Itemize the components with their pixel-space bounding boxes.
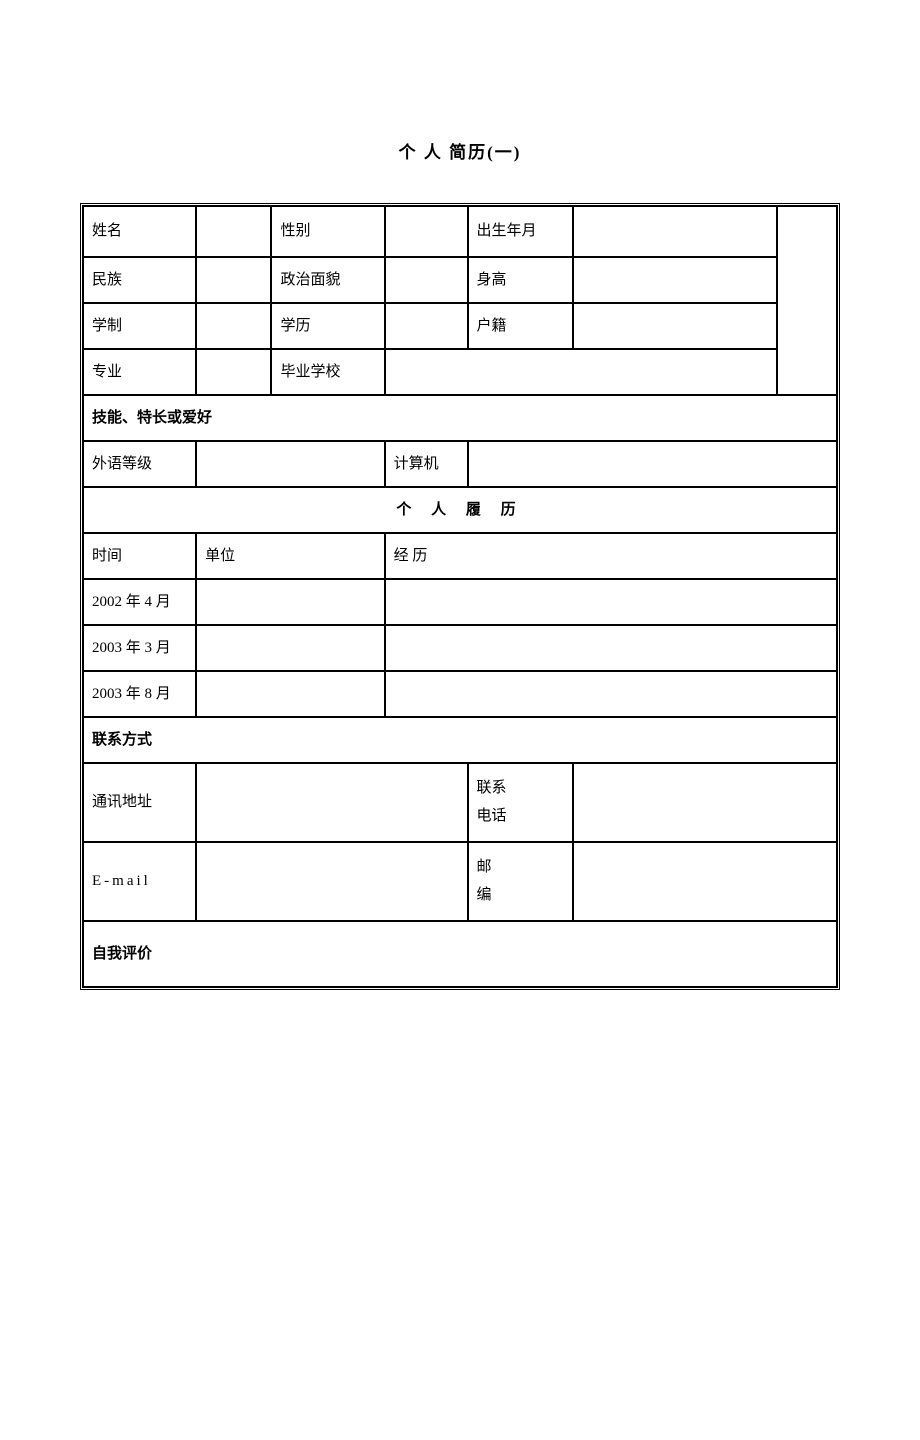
- label-zip: 邮编: [468, 842, 574, 921]
- row-contact-2: E-mail 邮编: [83, 842, 837, 921]
- value-zip: [573, 842, 837, 921]
- history-1-unit: [196, 579, 384, 625]
- value-birth: [573, 206, 777, 257]
- resume-table: 姓名 性别 出生年月 民族 政治面貌 身高 学制 学历 户籍 专业 毕业学校 技…: [80, 203, 840, 990]
- col-time: 时间: [83, 533, 196, 579]
- history-3-time: 2003 年 8 月: [83, 671, 196, 717]
- label-address: 通讯地址: [83, 763, 196, 842]
- history-2-time: 2003 年 3 月: [83, 625, 196, 671]
- value-schooling: [196, 303, 271, 349]
- value-hukou: [573, 303, 777, 349]
- row-self-eval: 自我评价: [83, 921, 837, 987]
- row-contact-1: 通讯地址 联系电话: [83, 763, 837, 842]
- history-1-time: 2002 年 4 月: [83, 579, 196, 625]
- history-3-exp: [385, 671, 837, 717]
- row-history-cols: 时间 单位 经 历: [83, 533, 837, 579]
- value-education: [385, 303, 468, 349]
- row-skills-header: 技能、特长或爱好: [83, 395, 837, 441]
- label-hukou: 户籍: [468, 303, 574, 349]
- value-height: [573, 257, 777, 303]
- label-education: 学历: [271, 303, 384, 349]
- label-gradschool: 毕业学校: [271, 349, 384, 395]
- label-computer: 计算机: [385, 441, 468, 487]
- value-foreign-lang: [196, 441, 384, 487]
- history-1-exp: [385, 579, 837, 625]
- row-basic-2: 民族 政治面貌 身高: [83, 257, 837, 303]
- row-basic-3: 学制 学历 户籍: [83, 303, 837, 349]
- page-title: 个 人 简历(一): [0, 138, 920, 163]
- label-foreign-lang: 外语等级: [83, 441, 196, 487]
- value-phone: [573, 763, 837, 842]
- row-basic-4: 专业 毕业学校: [83, 349, 837, 395]
- history-2-exp: [385, 625, 837, 671]
- label-political: 政治面貌: [271, 257, 384, 303]
- value-name: [196, 206, 271, 257]
- label-email: E-mail: [83, 842, 196, 921]
- row-basic-1: 姓名 性别 出生年月: [83, 206, 837, 257]
- row-skills: 外语等级 计算机: [83, 441, 837, 487]
- label-schooling: 学制: [83, 303, 196, 349]
- row-contact-header: 联系方式: [83, 717, 837, 763]
- label-gender: 性别: [271, 206, 384, 257]
- col-experience: 经 历: [385, 533, 837, 579]
- skills-header: 技能、特长或爱好: [83, 395, 837, 441]
- value-gender: [385, 206, 468, 257]
- history-3-unit: [196, 671, 384, 717]
- value-gradschool: [385, 349, 777, 395]
- label-major: 专业: [83, 349, 196, 395]
- value-political: [385, 257, 468, 303]
- row-history-3: 2003 年 8 月: [83, 671, 837, 717]
- contact-header: 联系方式: [83, 717, 837, 763]
- row-history-1: 2002 年 4 月: [83, 579, 837, 625]
- label-ethnicity: 民族: [83, 257, 196, 303]
- photo-cell: [777, 206, 837, 395]
- value-address: [196, 763, 467, 842]
- history-header: 个 人 履 历: [83, 487, 837, 533]
- value-computer: [468, 441, 837, 487]
- value-ethnicity: [196, 257, 271, 303]
- value-major: [196, 349, 271, 395]
- row-history-header: 个 人 履 历: [83, 487, 837, 533]
- row-history-2: 2003 年 3 月: [83, 625, 837, 671]
- label-birth: 出生年月: [468, 206, 574, 257]
- label-height: 身高: [468, 257, 574, 303]
- label-phone: 联系电话: [468, 763, 574, 842]
- value-email: [196, 842, 467, 921]
- self-eval-header: 自我评价: [83, 921, 837, 987]
- history-2-unit: [196, 625, 384, 671]
- label-name: 姓名: [83, 206, 196, 257]
- col-unit: 单位: [196, 533, 384, 579]
